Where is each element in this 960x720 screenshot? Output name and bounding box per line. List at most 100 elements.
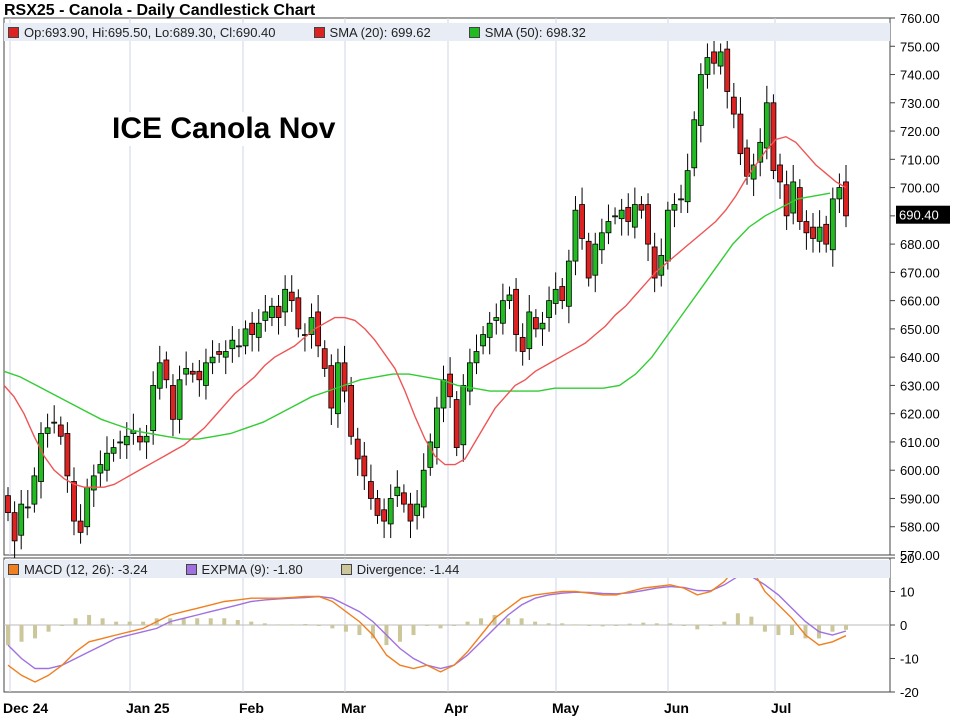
divergence-bar <box>222 618 227 625</box>
sma50-swatch <box>468 26 480 38</box>
candle-body <box>407 503 414 522</box>
expma-swatch <box>185 563 197 575</box>
candle-body <box>737 113 744 155</box>
y-tick-label: 760.00 <box>900 11 940 26</box>
y-tick-label: 650.00 <box>900 322 940 337</box>
macd-legend-item: MACD (12, 26): -3.24 <box>4 562 148 577</box>
divergence-bar <box>506 618 511 625</box>
divergence-bar <box>546 623 551 625</box>
candle-body <box>532 317 539 330</box>
divergence-bar <box>60 625 65 626</box>
candle-body <box>229 339 236 350</box>
macd-y-tick-label: -20 <box>900 685 919 700</box>
divergence-bar <box>600 625 605 627</box>
last-price-badge <box>896 205 950 224</box>
candle-body <box>97 464 104 474</box>
candle-body <box>156 362 163 389</box>
divergence-bar <box>492 614 497 625</box>
candle-body <box>387 498 394 525</box>
candle-body <box>275 305 282 318</box>
divergence-bar <box>249 621 254 625</box>
divergence-bar <box>425 625 429 626</box>
candle-body <box>526 311 533 350</box>
candle-body <box>381 509 388 522</box>
candle-body <box>18 503 25 536</box>
sma20-legend-item: SMA (20): 699.62 <box>310 25 431 40</box>
candle-body <box>724 48 731 92</box>
sma20-label: SMA (20): 699.62 <box>329 24 431 40</box>
candle-body <box>262 311 269 321</box>
candle-body <box>348 385 355 437</box>
divergence-bar <box>452 625 457 626</box>
divergence-bar <box>357 625 362 636</box>
candle-body <box>678 198 684 201</box>
y-tick-label: 730.00 <box>900 96 940 111</box>
y-tick-label: 630.00 <box>900 378 940 393</box>
candle-body <box>480 334 486 347</box>
divergence-bar <box>735 613 740 625</box>
price-legend: Op:693.90, Hi:695.50, Lo:689.30, Cl:690.… <box>4 23 890 41</box>
candle-body <box>5 495 11 514</box>
candle-body <box>486 322 493 338</box>
x-tick-label: Jul <box>771 700 791 716</box>
candle-body <box>150 385 157 432</box>
candle-body <box>321 348 328 369</box>
divergence-bar <box>289 624 294 626</box>
divergence-bar <box>654 623 659 625</box>
candle-body <box>803 221 810 234</box>
candle-body <box>282 288 289 313</box>
divergence-bar <box>573 624 578 626</box>
divergence-bar <box>844 625 848 630</box>
candle-body <box>559 286 566 302</box>
candle-body <box>697 74 704 126</box>
candle-body <box>612 215 618 218</box>
divergence-bar <box>681 625 686 626</box>
candle-body <box>123 435 130 446</box>
candle-body <box>717 51 724 67</box>
candle-body <box>691 119 698 169</box>
divergence-bar <box>587 625 592 626</box>
candle-body <box>499 300 506 324</box>
candle-body <box>170 385 176 420</box>
divergence-bar <box>276 624 281 626</box>
divergence-bar <box>560 623 565 625</box>
candle-body <box>645 204 651 245</box>
divergence-bar <box>722 621 727 625</box>
macd-legend: MACD (12, 26): -3.24 EXPMA (9): -1.80 Di… <box>4 560 890 578</box>
x-tick-label: Jan 25 <box>126 700 170 716</box>
expma-legend-item: EXPMA (9): -1.80 <box>182 562 303 577</box>
candle-body <box>519 336 526 352</box>
candle-body <box>711 51 717 64</box>
overlay-caption: ICE Canola Nov <box>106 112 342 146</box>
candle-body <box>592 243 599 276</box>
candle-body <box>618 209 625 220</box>
candle-body <box>57 424 64 437</box>
divergence-bar <box>519 618 524 625</box>
y-tick-label: 570.00 <box>900 548 940 563</box>
divergence-bar <box>803 625 808 639</box>
y-tick-label: 580.00 <box>900 520 940 535</box>
candle-body <box>572 209 579 262</box>
divergence-bar <box>6 625 10 646</box>
candle-body <box>308 317 315 335</box>
candle-body <box>374 498 381 516</box>
candle-body <box>427 441 434 468</box>
candle-body <box>684 170 691 203</box>
macd-y-tick-label: -10 <box>900 652 919 667</box>
candle-body <box>625 206 632 222</box>
candle-body <box>64 433 71 477</box>
divergence-bar <box>397 625 402 642</box>
divergence-bar <box>46 625 51 632</box>
sma50-line <box>3 192 831 440</box>
divergence-bar <box>141 621 146 625</box>
divergence-bar <box>19 625 24 642</box>
candle-body <box>664 209 671 262</box>
candle-body <box>546 300 552 318</box>
candle-body <box>651 246 658 279</box>
divergence-bar <box>330 625 335 629</box>
candle-body <box>796 187 803 222</box>
candle-body <box>143 435 150 443</box>
macd-line <box>7 563 847 683</box>
divergence-bar <box>127 621 132 625</box>
candle-body <box>216 351 223 355</box>
